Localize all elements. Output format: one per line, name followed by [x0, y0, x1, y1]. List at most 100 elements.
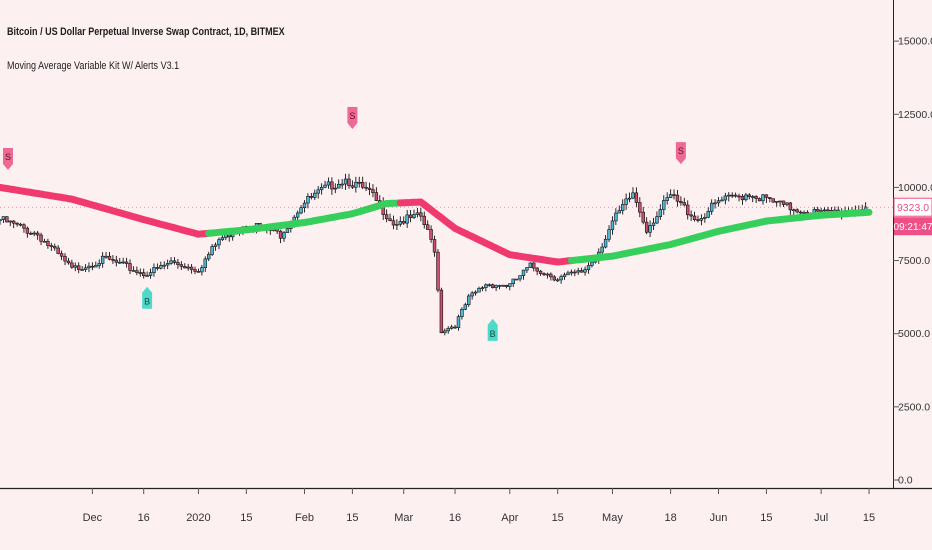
candle-body [826, 209, 830, 212]
y-axis-ticks: 0.0 2500.0 5000.0 7500.0 10000.0 12500.0 15000… [893, 36, 932, 487]
candle-body [723, 195, 728, 201]
candle-body [771, 198, 775, 203]
indicator-label: Moving Average Variable Kit W/ Alerts V3… [7, 60, 180, 72]
candle-body [337, 183, 341, 189]
candle-body [429, 229, 433, 240]
x-tick-label: 15 [240, 512, 252, 524]
candle-body [165, 263, 170, 266]
candle-body [798, 211, 803, 214]
candle-body [525, 267, 529, 271]
signal-label: S [678, 146, 684, 156]
candle-body [412, 214, 416, 218]
candle-body [518, 275, 522, 280]
candle-body [186, 266, 190, 269]
candle-body [73, 265, 77, 268]
candle-body [90, 265, 95, 268]
candle-body [87, 265, 91, 269]
candle-body [319, 186, 324, 191]
candle-body [477, 288, 481, 293]
candle-body [473, 291, 478, 294]
price-badges: 9323.0 09:21:47 [0, 197, 932, 236]
signal-buy: B [487, 318, 498, 341]
candle-body [142, 272, 146, 277]
x-tick-label: Apr [501, 512, 518, 524]
candle-body [196, 271, 201, 273]
candle-body [121, 261, 125, 264]
y-tick-label: 2500.0 [898, 401, 930, 413]
candle-body [754, 196, 758, 199]
candle-body [675, 194, 680, 202]
candle-body [655, 216, 659, 224]
candle-body [172, 260, 177, 263]
candle-body [425, 224, 430, 230]
candle-body [18, 223, 23, 226]
candle-body [720, 199, 724, 202]
candle-body [384, 214, 389, 220]
candle-body [668, 194, 673, 198]
candle-body [521, 269, 526, 276]
candle-body [39, 234, 43, 242]
countdown-badge [894, 217, 932, 236]
candle-body [774, 201, 779, 203]
candle-body [0, 219, 2, 221]
candle-body [159, 265, 163, 269]
candle-body [484, 284, 488, 288]
candle-body [713, 202, 717, 205]
candle-body [124, 261, 129, 264]
candle-body [114, 259, 119, 263]
x-tick-label: 16 [449, 512, 461, 524]
candle-body [80, 269, 84, 271]
candle-body [316, 189, 320, 194]
candle-body [302, 202, 307, 209]
candle-body [111, 258, 115, 261]
candle-body [610, 220, 615, 230]
last-price-value: 9323.0 [897, 202, 929, 214]
signal-buy: B [142, 286, 153, 309]
candle-body [679, 200, 683, 203]
candle-body [822, 209, 827, 212]
signal-sell: S [3, 148, 13, 170]
candle-body [456, 316, 461, 328]
candle-body [573, 271, 577, 274]
candle-body [761, 194, 765, 202]
y-tick-label: 5000.0 [898, 328, 930, 340]
candle-body [398, 221, 403, 225]
candle-body [285, 228, 290, 233]
candle-body [819, 210, 823, 212]
ma-segment-down [420, 201, 575, 266]
candle-body [306, 196, 310, 204]
candle-body [559, 276, 563, 281]
candle-body [295, 212, 300, 218]
candle-body [727, 194, 731, 197]
candle-body [53, 246, 57, 249]
candle-body [528, 262, 533, 268]
last-price-badge [893, 197, 932, 217]
candle-body [70, 262, 74, 268]
candle-body [624, 198, 628, 205]
candle-body [207, 254, 211, 260]
candle-body [788, 202, 793, 211]
candle-body [747, 194, 751, 197]
candle-body [309, 196, 314, 198]
candle-body [542, 273, 546, 276]
candle-body [634, 192, 639, 203]
candle-body [189, 266, 194, 270]
candle-body [740, 195, 745, 201]
candle-body [538, 270, 543, 274]
candle-body [1, 216, 6, 220]
candle-body [169, 260, 173, 264]
candle-body [432, 239, 437, 253]
candle-body [638, 202, 642, 213]
candle-body [764, 194, 769, 198]
ma-segment-down [0, 183, 213, 238]
candle-body [501, 284, 505, 287]
candle-body [603, 238, 608, 248]
candle-body [583, 269, 587, 273]
candle-body [549, 273, 553, 278]
x-tick-label: May [602, 512, 623, 524]
candle-body [210, 246, 214, 255]
candle-body [490, 284, 495, 288]
candle-body [467, 295, 471, 306]
candle-body [42, 240, 47, 243]
